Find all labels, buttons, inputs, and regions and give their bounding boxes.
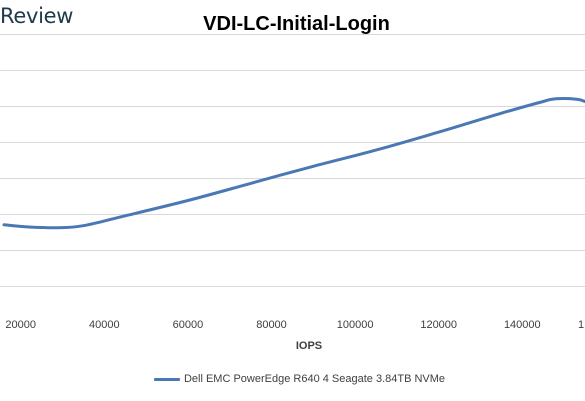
legend-swatch [153,377,180,381]
x-tick-label: 40000 [89,319,120,331]
legend: Dell EMC PowerEdge R640 4 Seagate 3.84TB… [0,373,585,385]
x-tick-label: 80000 [256,319,287,331]
series-line [2,97,585,230]
x-tick-label: 20000 [5,319,36,331]
x-tick-label: 120000 [420,319,457,331]
x-tick-labels: 20000 40000 60000 80000 100000 120000 140000 1 [5,319,584,331]
x-tick-label: 140000 [504,319,541,331]
x-tick-label: 100000 [337,319,374,331]
x-axis-title: IOPS [296,340,322,352]
x-tick-label: 1 [578,319,584,331]
chart-title: VDI-LC-Initial-Login [203,13,390,35]
gridlines [0,34,585,287]
series-layer [2,97,585,230]
brand-logo-text: Review [0,4,74,28]
legend-label: Dell EMC PowerEdge R640 4 Seagate 3.84TB… [183,373,446,385]
x-tick-label: 60000 [173,319,204,331]
